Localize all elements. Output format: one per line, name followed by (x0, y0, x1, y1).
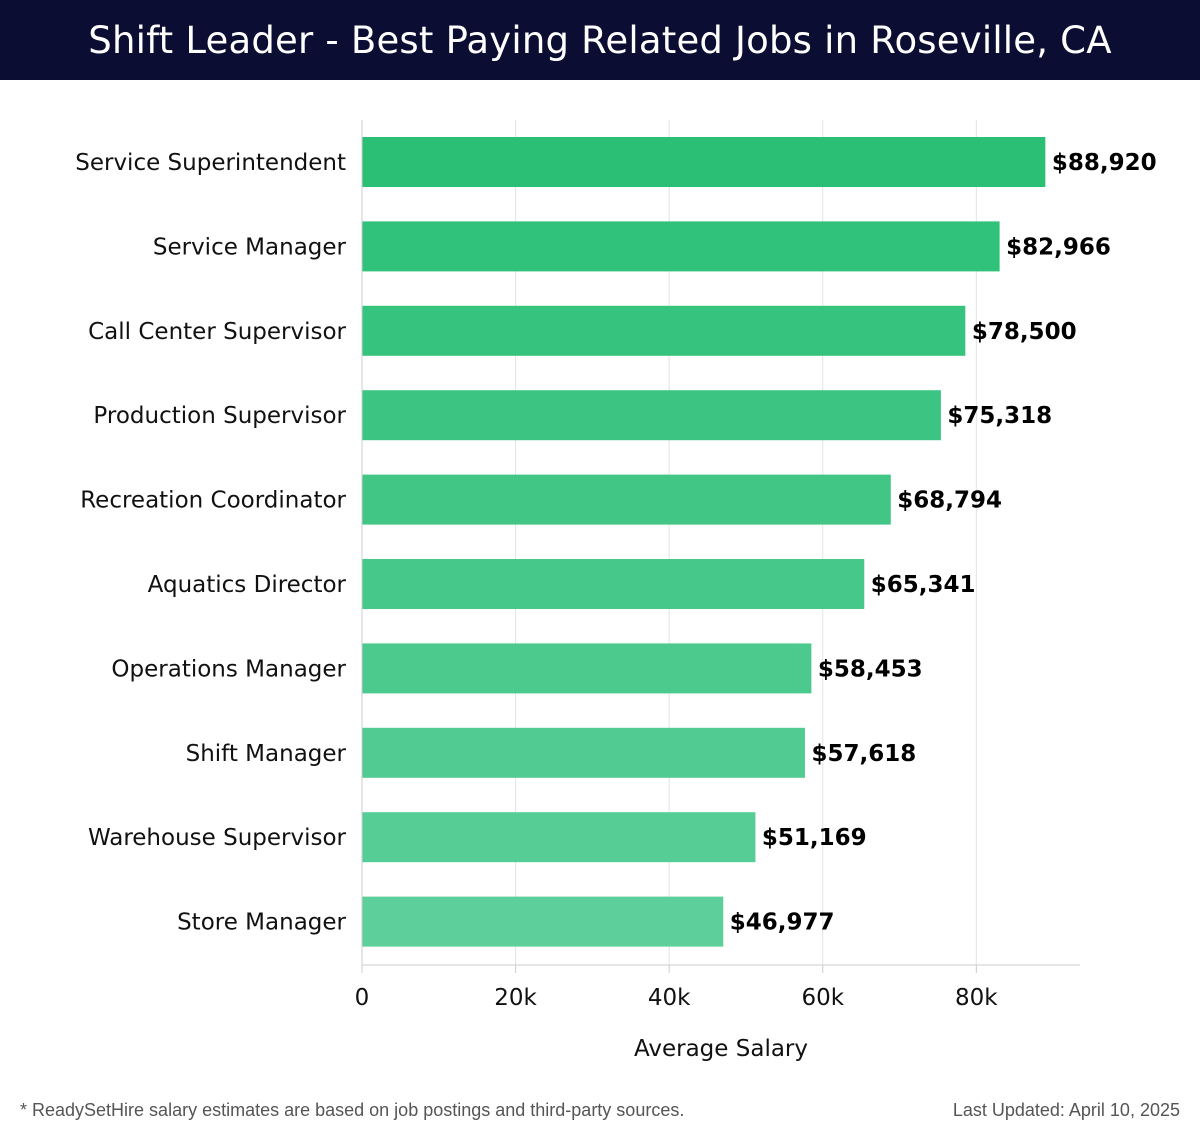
category-label: Aquatics Director (148, 572, 347, 598)
category-label: Operations Manager (111, 656, 346, 682)
last-updated: Last Updated: April 10, 2025 (952, 1100, 1180, 1120)
value-label: $51,169 (762, 825, 867, 851)
bar (362, 390, 941, 441)
value-label: $88,920 (1052, 150, 1157, 176)
category-label: Shift Manager (186, 741, 347, 767)
x-tick-label: 80k (955, 985, 998, 1011)
value-labels: $88,920 $82,966 $78,500 $75,318 $68,794 $65,3… (730, 150, 1157, 936)
value-label: $46,977 (730, 910, 835, 936)
category-label: Service Superintendent (75, 150, 346, 176)
bar (362, 221, 1000, 272)
value-label: $78,500 (972, 319, 1077, 345)
category-labels: Service Superintendent Service Manager Cal… (75, 150, 346, 936)
category-label: Warehouse Supervisor (88, 825, 347, 851)
value-label: $57,618 (811, 741, 916, 767)
bar (362, 137, 1046, 187)
page-title: Shift Leader - Best Paying Related Jobs … (88, 18, 1112, 62)
bars (362, 137, 1046, 947)
bar (362, 643, 812, 694)
bar (362, 474, 891, 525)
salary-bar-chart: Service Superintendent Service Manager Cal… (75, 120, 1157, 1062)
bar (362, 727, 805, 778)
value-label: $58,453 (818, 656, 923, 682)
value-label: $68,794 (897, 488, 1002, 514)
category-label: Call Center Supervisor (88, 319, 346, 345)
footer-note: * ReadySetHire salary estimates are base… (20, 1100, 685, 1120)
x-tick-label: 60k (801, 985, 844, 1011)
bar (362, 305, 966, 356)
value-label: $75,318 (947, 403, 1052, 429)
bar (362, 559, 865, 609)
category-label: Service Manager (153, 234, 347, 260)
value-label: $82,966 (1006, 234, 1111, 260)
x-axis-ticks: 0 20k 40k 60k 80k (355, 965, 998, 1011)
category-label: Store Manager (177, 910, 346, 936)
value-label: $65,341 (871, 572, 976, 598)
title-bar: Shift Leader - Best Paying Related Jobs … (0, 0, 1200, 80)
x-tick-label: 40k (648, 985, 691, 1011)
x-tick-label: 20k (494, 985, 537, 1011)
category-label: Recreation Coordinator (80, 488, 346, 514)
category-label: Production Supervisor (93, 403, 346, 429)
x-tick-label: 0 (355, 985, 370, 1011)
bar (362, 812, 756, 863)
x-axis-title: Average Salary (634, 1036, 808, 1062)
bar (362, 896, 724, 947)
